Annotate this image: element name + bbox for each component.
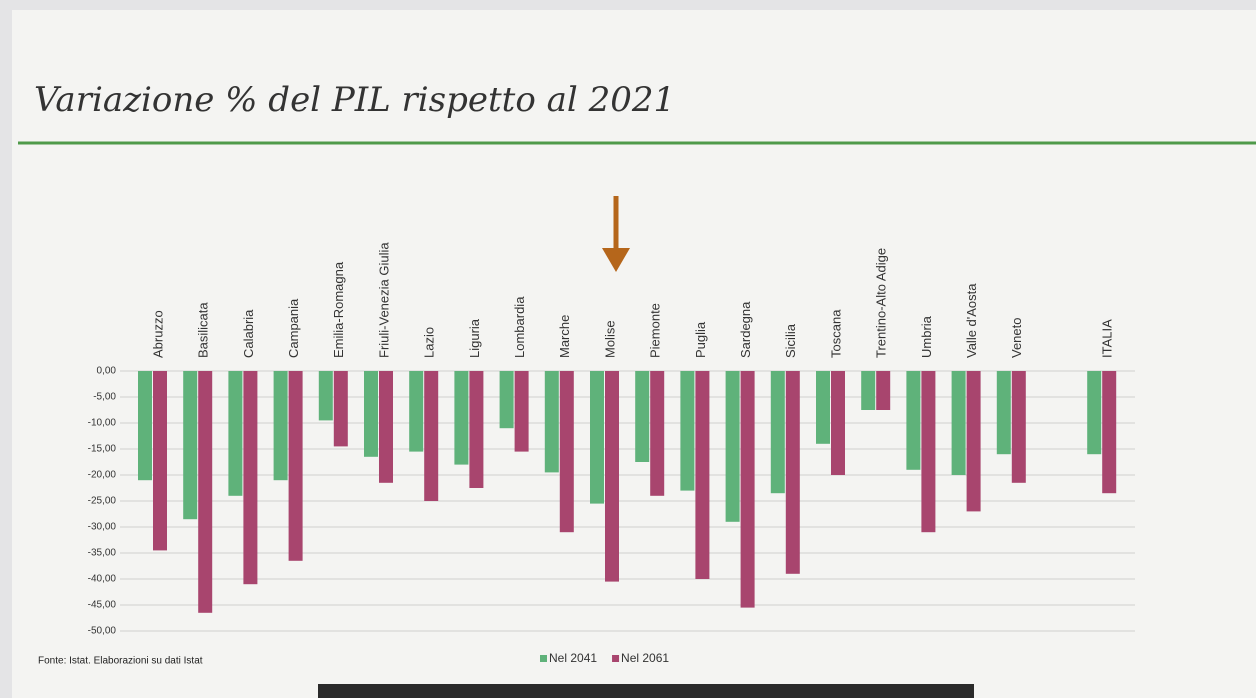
y-tick-label: -25,00 [88,496,117,507]
bar [650,371,665,496]
x-tick-label: Lazio [422,327,437,358]
bar [906,371,921,470]
x-tick-label: Valle d'Aosta [964,283,979,358]
x-tick-label: Sicilia [783,323,798,358]
bar [138,371,152,481]
bar [816,371,830,444]
bar [680,371,695,491]
x-tick-label: Calabria [241,309,256,358]
y-tick-label: -40,00 [88,574,117,585]
x-tick-label: Marche [557,315,572,358]
bar [785,371,800,574]
y-tick-label: -30,00 [88,522,117,533]
bar [951,371,966,475]
y-tick-label: -35,00 [88,548,117,559]
bar [996,371,1011,455]
bar [966,371,981,512]
bar [243,371,258,585]
x-tick-label: Trentino-Alto Adige [874,248,889,358]
bar [921,371,936,533]
bar [499,371,514,429]
y-tick-label: -10,00 [88,418,117,429]
bar [695,371,710,579]
bar [379,371,393,483]
legend-label: Nel 2041 [549,651,597,665]
bar [318,371,333,421]
x-tick-label: Campania [286,298,301,358]
y-tick-label: -45,00 [88,600,117,611]
x-tick-label: Sardegna [738,301,753,358]
bar [183,371,198,520]
bar [198,371,213,613]
y-tick-label: -20,00 [88,470,117,481]
bar [876,371,891,410]
bar [364,371,378,457]
x-tick-label: Friuli-Venezia Giulia [376,242,391,358]
source-note: Fonte: Istat. Elaborazioni su dati Istat [38,656,203,667]
bar [861,371,876,410]
bar [469,371,484,488]
x-tick-label: Toscana [828,309,843,358]
x-tick-label: Lombardia [512,296,527,358]
legend-swatch [540,655,547,662]
chart-title: Variazione % del PIL rispetto al 2021 [34,80,675,120]
x-tick-label: Emilia-Romagna [331,261,346,358]
bar [273,371,288,481]
arrow-head [602,248,630,272]
bar [725,371,740,522]
legend-label: Nel 2061 [621,651,669,665]
bar [544,371,559,473]
bar [454,371,469,465]
bar [228,371,243,496]
x-tick-label: Abruzzo [150,310,165,358]
bar [333,371,348,447]
bar [153,371,167,551]
caption-box [318,684,974,698]
y-tick-label: -5,00 [93,392,116,403]
bar [514,371,529,452]
x-tick-label: Basilicata [196,302,211,358]
bar [559,371,574,533]
bar [831,371,845,475]
x-tick-label: Liguria [467,318,482,358]
bar [288,371,303,561]
x-tick-label: Piemonte [648,303,663,358]
legend-swatch [612,655,620,662]
screen [12,10,1256,698]
x-tick-label: Veneto [1009,317,1024,358]
bar [424,371,439,501]
bar [409,371,424,452]
bar [605,371,619,582]
y-tick-label: 0,00 [97,366,117,377]
bar [635,371,650,462]
bar [1087,371,1102,455]
bar [1011,371,1026,483]
y-tick-label: -50,00 [88,626,117,637]
bar [590,371,604,504]
x-tick-label: Puglia [693,321,708,358]
bar [770,371,785,494]
x-tick-label: Umbria [919,315,934,358]
y-tick-label: -15,00 [88,444,117,455]
x-tick-label: ITALIA [1100,319,1115,358]
bar [740,371,755,608]
x-tick-label: Molise [602,320,617,358]
bar [1102,371,1117,494]
